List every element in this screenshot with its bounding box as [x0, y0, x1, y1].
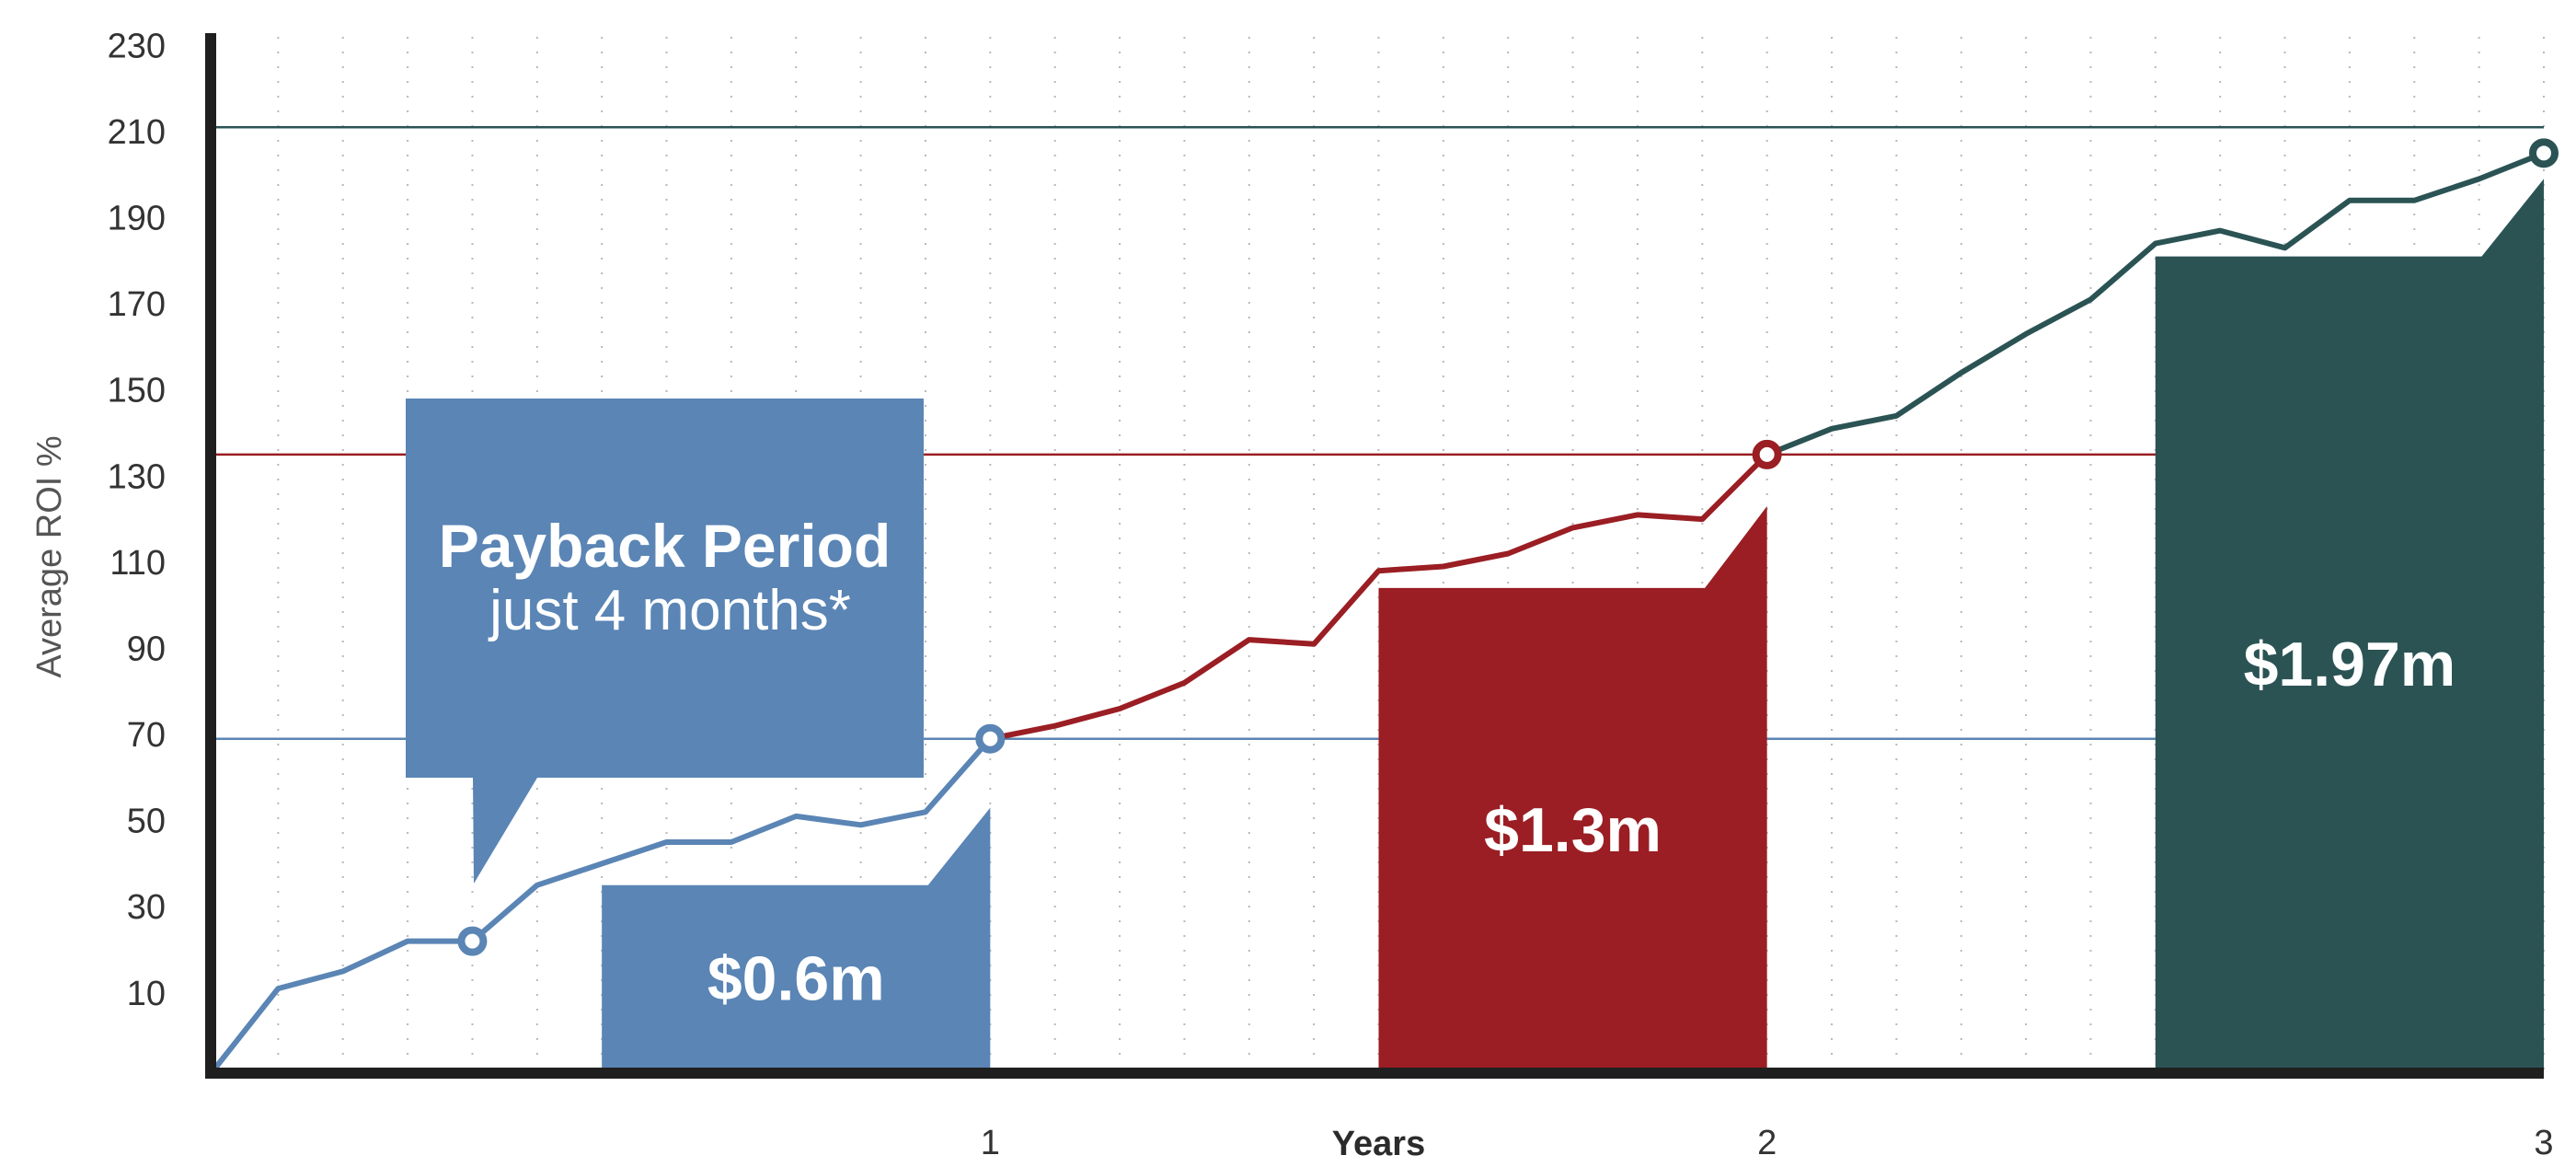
- roi-lines: [211, 150, 2547, 1073]
- value-bar: [602, 807, 991, 1070]
- value-bars: $0.6m $1.3m $1.97m: [602, 179, 2544, 1071]
- y-axis-title: Average ROI %: [30, 435, 69, 677]
- point-marker: [457, 926, 488, 956]
- callout-box: [406, 399, 924, 884]
- y-tick-label: 170: [108, 285, 166, 324]
- x-tick-label: 3: [2534, 1124, 2553, 1162]
- value-bar: [1378, 506, 1767, 1070]
- axes: [205, 33, 2544, 1079]
- y-tick-label: 190: [108, 200, 166, 238]
- callout-title: Payback Period: [439, 512, 891, 580]
- y-tick-label: 230: [108, 27, 166, 65]
- bar-value-label: $0.6m: [707, 943, 885, 1013]
- bar-value-label: $1.97m: [2244, 630, 2456, 699]
- roi-line: [211, 735, 994, 1073]
- y-tick-label: 150: [108, 372, 166, 410]
- point-marker: [975, 723, 1006, 754]
- y-ticks: 10 30 50 70 90 110 130 150 170 190 210 230: [108, 27, 166, 1012]
- y-tick-label: 130: [108, 457, 166, 496]
- roi-line: [987, 451, 1770, 742]
- payback-callout: Payback Period just 4 months*: [406, 399, 924, 884]
- y-tick-label: 210: [108, 113, 166, 152]
- markers: [457, 138, 2559, 956]
- y-tick-label: 50: [127, 803, 166, 841]
- y-tick-label: 70: [127, 716, 166, 755]
- y-tick-label: 10: [127, 975, 166, 1013]
- y-tick-label: 30: [127, 888, 166, 927]
- roi-line: [1764, 150, 2547, 457]
- x-axis-title: Years: [1332, 1125, 1425, 1163]
- point-marker: [1752, 439, 1782, 469]
- x-tick-label: 2: [1757, 1124, 1777, 1162]
- point-marker: [2529, 138, 2559, 168]
- callout-subtitle: just 4 months*: [488, 579, 851, 642]
- x-tick-label: 1: [981, 1124, 1000, 1162]
- x-ticks: 1 2 3: [981, 1124, 2554, 1162]
- bar-value-label: $1.3m: [1484, 795, 1662, 865]
- y-tick-label: 90: [127, 630, 166, 668]
- y-tick-label: 110: [109, 544, 166, 583]
- value-bar: [2155, 179, 2544, 1071]
